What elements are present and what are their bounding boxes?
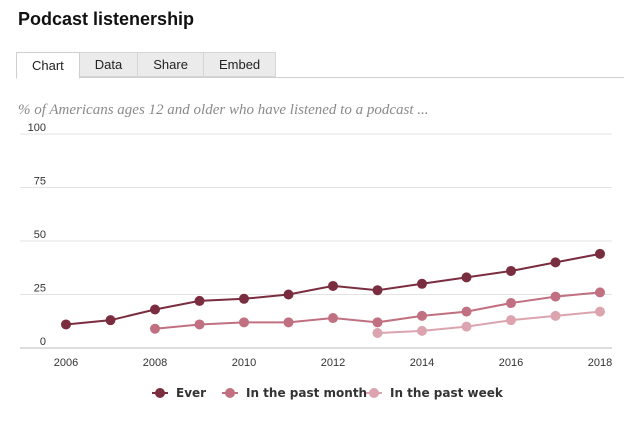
x-tick-label: 2016	[499, 357, 523, 369]
data-point	[328, 313, 338, 324]
y-tick-label: 0	[40, 336, 46, 348]
data-point	[506, 265, 516, 276]
data-point	[328, 280, 338, 291]
data-point	[506, 315, 516, 326]
x-tick-label: 2014	[410, 357, 434, 369]
chart-subtitle: % of Americans ages 12 and older who hav…	[18, 102, 429, 118]
y-tick-label: 75	[34, 176, 46, 188]
data-point	[150, 304, 160, 315]
page-title: Podcast listenership	[18, 9, 195, 29]
tab-data[interactable]: Data	[79, 52, 139, 77]
data-point	[372, 328, 383, 339]
data-point	[461, 321, 472, 332]
tab-chart[interactable]: Chart	[16, 52, 80, 79]
data-point	[239, 317, 249, 328]
data-point	[150, 323, 160, 334]
tab-bar: Chart Data Share Embed	[16, 52, 277, 79]
data-point	[461, 272, 472, 283]
data-point	[61, 319, 71, 330]
legend-label: In the past week	[390, 386, 504, 400]
y-tick-label: 25	[34, 283, 46, 295]
data-point	[506, 298, 516, 309]
data-point	[417, 310, 427, 321]
legend-label: In the past month	[246, 386, 367, 400]
data-point	[194, 295, 205, 306]
x-tick-label: 2008	[143, 357, 167, 369]
data-point	[550, 291, 561, 302]
tab-embed[interactable]: Embed	[203, 52, 277, 77]
data-point	[283, 317, 294, 328]
x-tick-label: 2006	[54, 357, 78, 369]
tab-share[interactable]: Share	[138, 52, 204, 77]
data-point	[105, 315, 116, 326]
x-tick-label: 2012	[321, 357, 345, 369]
legend-marker	[155, 388, 165, 398]
data-point	[461, 306, 472, 317]
data-point	[239, 293, 249, 304]
data-point	[550, 310, 561, 321]
data-point	[372, 317, 383, 328]
legend-marker	[225, 388, 235, 398]
data-point	[595, 248, 605, 259]
data-point	[550, 257, 561, 268]
data-point	[417, 278, 427, 289]
y-tick-label: 50	[34, 229, 46, 241]
data-point	[194, 319, 205, 330]
x-tick-label: 2010	[232, 357, 256, 369]
data-point	[417, 325, 427, 336]
x-tick-label: 2018	[588, 357, 612, 369]
data-point	[283, 289, 294, 300]
data-point	[595, 306, 605, 317]
legend-marker	[369, 388, 379, 398]
y-tick-label: 100	[28, 122, 46, 134]
legend-label: Ever	[176, 386, 206, 400]
tabs-divider	[16, 77, 624, 78]
series-line-3	[377, 310, 601, 335]
data-point	[372, 285, 383, 296]
data-point	[595, 287, 605, 298]
